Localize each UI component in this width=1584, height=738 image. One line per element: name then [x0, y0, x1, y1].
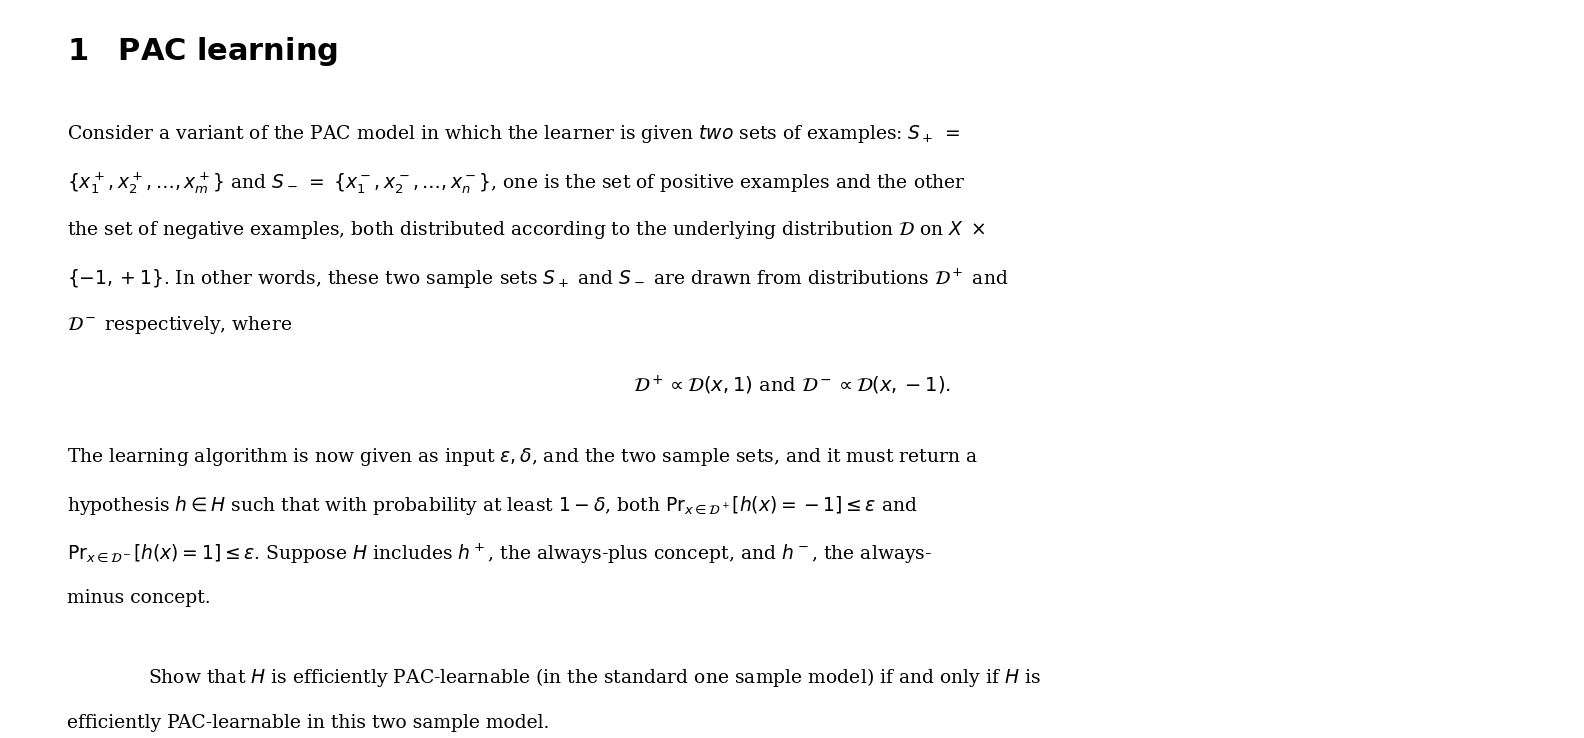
Text: The learning algorithm is now given as input $\epsilon, \delta$, and the two sam: The learning algorithm is now given as i…	[67, 446, 977, 468]
Text: the set of negative examples, both distributed according to the underlying distr: the set of negative examples, both distr…	[67, 218, 985, 241]
Text: $\{-1,+1\}$. In other words, these two sample sets $S_+$ and $S_-$ are drawn fro: $\{-1,+1\}$. In other words, these two s…	[67, 266, 1009, 291]
Text: $\{x_1^+, x_2^+, \ldots, x_m^+\}$ and $S_- \;=\; \{x_1^-, x_2^-, \ldots, x_n^-\}: $\{x_1^+, x_2^+, \ldots, x_m^+\}$ and $S…	[67, 170, 966, 196]
Text: $\mathcal{D}^-$ respectively, where: $\mathcal{D}^-$ respectively, where	[67, 314, 291, 337]
Text: hypothesis $h \in H$ such that with probability at least $1-\delta$, both $\math: hypothesis $h \in H$ such that with prob…	[67, 494, 917, 517]
Text: $\mathbf{1\quad PAC\ learning}$: $\mathbf{1\quad PAC\ learning}$	[67, 35, 337, 68]
Text: $\mathcal{D}^+ \propto \mathcal{D}(x,1)$ and $\mathcal{D}^- \propto \mathcal{D}(: $\mathcal{D}^+ \propto \mathcal{D}(x,1)$…	[634, 374, 950, 397]
Text: Show that $H$ is efficiently PAC-learnable (in the standard one sample model) if: Show that $H$ is efficiently PAC-learnab…	[149, 666, 1041, 689]
Text: minus concept.: minus concept.	[67, 590, 211, 607]
Text: Consider a variant of the PAC model in which the learner is given $\mathit{two}$: Consider a variant of the PAC model in w…	[67, 123, 960, 145]
Text: $\mathrm{Pr}_{x \in \mathcal{D}^-}[h(x)=1] \leq \epsilon$. Suppose $H$ includes : $\mathrm{Pr}_{x \in \mathcal{D}^-}[h(x)=…	[67, 542, 931, 565]
Text: efficiently PAC-learnable in this two sample model.: efficiently PAC-learnable in this two sa…	[67, 714, 550, 731]
